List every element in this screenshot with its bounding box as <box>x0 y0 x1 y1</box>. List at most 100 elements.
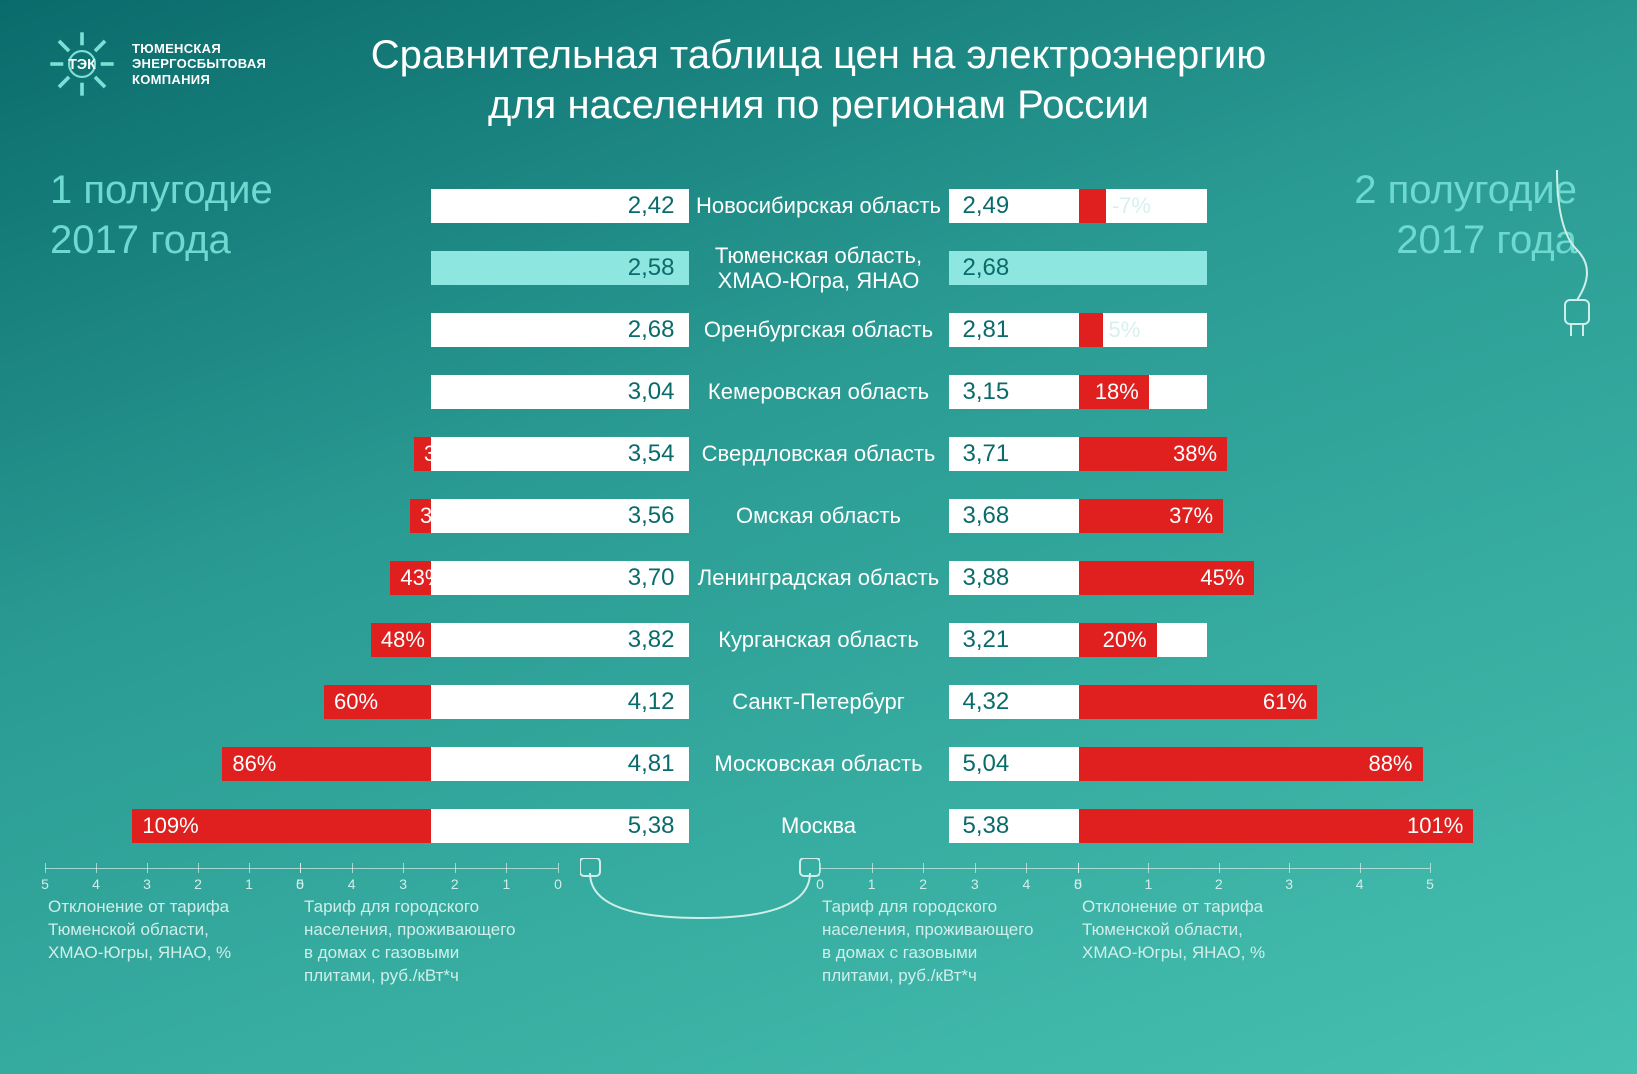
table-row: 60%4,12Санкт-Петербург4,3261% <box>0 671 1637 733</box>
region-label: Оренбургская область <box>689 317 949 342</box>
axis-tick <box>45 863 46 873</box>
axis-tick <box>975 863 976 873</box>
axis-tick-label: 1 <box>868 876 876 892</box>
tariff-value-left: 3,82 <box>431 623 689 657</box>
axis-tick-label: 2 <box>451 876 459 892</box>
axis-tick-label: 4 <box>1022 876 1030 892</box>
region-label: Ленинградская область <box>689 565 949 590</box>
table-row: 37%3,54Свердловская область3,7138% <box>0 423 1637 485</box>
axis-tick <box>1078 863 1079 873</box>
table-row: 2,58Тюменская область,ХМАО-Югра, ЯНАО2,6… <box>0 237 1637 299</box>
deviation-bar-right: 88% <box>1079 747 1423 781</box>
axis-tick-label: 4 <box>348 876 356 892</box>
caption-right-deviation: Отклонение от тарифаТюменской области,ХМ… <box>1082 896 1332 965</box>
tariff-value-left: 3,54 <box>431 437 689 471</box>
axis-tick-label: 3 <box>1285 876 1293 892</box>
tariff-value-right: 2,81 <box>949 313 1207 347</box>
axis-tick-label: 5 <box>1426 876 1434 892</box>
region-label: Московская область <box>689 751 949 776</box>
deviation-bar-right: 20% <box>1079 623 1157 657</box>
axis-tick <box>249 863 250 873</box>
deviation-value-right: 20% <box>1103 627 1147 653</box>
tariff-value-left: 4,81 <box>431 747 689 781</box>
page-title: Сравнительная таблица цен на электроэнер… <box>0 30 1637 130</box>
axis-tick <box>506 863 507 873</box>
axis-tick-label: 2 <box>194 876 202 892</box>
deviation-bar-right: 5% <box>1079 313 1103 347</box>
axis-tick <box>96 863 97 873</box>
deviation-value-right: 88% <box>1368 751 1412 777</box>
region-label: Тюменская область,ХМАО-Югра, ЯНАО <box>689 243 949 294</box>
tariff-value-right: 2,49 <box>949 189 1207 223</box>
deviation-value-right: 61% <box>1263 689 1307 715</box>
deviation-bar-right: 38% <box>1079 437 1228 471</box>
deviation-value-right: -7% <box>1112 193 1151 219</box>
tariff-value-left: 4,12 <box>431 685 689 719</box>
plug-right-icon <box>1537 170 1617 350</box>
deviation-value-right: 101% <box>1407 813 1463 839</box>
axis-tick <box>352 863 353 873</box>
table-row: 43%3,70Ленинградская область3,8845% <box>0 547 1637 609</box>
table-row: 109%5,38Москва5,38101% <box>0 795 1637 857</box>
axis-tick-label: 1 <box>1144 876 1152 892</box>
axis-tick <box>558 863 559 873</box>
table-row: 4%2,68Оренбургская область2,815% <box>0 299 1637 361</box>
plug-icon <box>580 858 820 978</box>
deviation-bar-right: 101% <box>1079 809 1474 843</box>
axis-tick <box>1026 863 1027 873</box>
table-row: 86%4,81Московская область5,0488% <box>0 733 1637 795</box>
region-label: Москва <box>689 813 949 838</box>
axis-tick-label: 0 <box>554 876 562 892</box>
axis-tick-label: 5 <box>296 876 304 892</box>
axis-tick-label: 4 <box>92 876 100 892</box>
axis-tick-label: 0 <box>1074 876 1082 892</box>
region-label: Омская область <box>689 503 949 528</box>
deviation-value-left: 48% <box>381 627 425 653</box>
axis-tick <box>1360 863 1361 873</box>
deviation-value-left: 109% <box>142 813 198 839</box>
caption-right-tariff: Тариф для городскогонаселения, проживающ… <box>822 896 1072 988</box>
axis-tick <box>300 863 301 873</box>
table-row: 48%3,82Курганская область3,2120% <box>0 609 1637 671</box>
caption-left-deviation: Отклонение от тарифаТюменской области,ХМ… <box>48 896 298 965</box>
tariff-value-right: 3,21 <box>949 623 1207 657</box>
tariff-value-left: 3,56 <box>431 499 689 533</box>
axis-tick <box>403 863 404 873</box>
deviation-value-right: 37% <box>1169 503 1213 529</box>
axis-tick <box>1219 863 1220 873</box>
deviation-value-right: 38% <box>1173 441 1217 467</box>
axis-tick-label: 5 <box>41 876 49 892</box>
axis-tick <box>1430 863 1431 873</box>
tariff-value-left: 3,04 <box>431 375 689 409</box>
axis-tick-label: 4 <box>1356 876 1364 892</box>
axis-tick-label: 3 <box>143 876 151 892</box>
deviation-value-left: 86% <box>232 751 276 777</box>
deviation-value-right: 5% <box>1109 317 1141 343</box>
comparison-chart: -6%2,42Новосибирская область2,49-7%2,58Т… <box>0 175 1637 857</box>
region-label: Курганская область <box>689 627 949 652</box>
axis-tick <box>820 863 821 873</box>
axis-tick-label: 2 <box>1215 876 1223 892</box>
axis-tick <box>455 863 456 873</box>
table-row: -6%2,42Новосибирская область2,49-7% <box>0 175 1637 237</box>
deviation-bar-right: 45% <box>1079 561 1255 595</box>
caption-left-tariff: Тариф для городскогонаселения, проживающ… <box>304 896 554 988</box>
axis-tick <box>198 863 199 873</box>
region-label: Санкт-Петербург <box>689 689 949 714</box>
table-row: 38%3,56Омская область3,6837% <box>0 485 1637 547</box>
tariff-value-left: 2,58 <box>431 251 689 285</box>
region-label: Новосибирская область <box>689 193 949 218</box>
deviation-value-right: 45% <box>1200 565 1244 591</box>
axis-tick <box>1148 863 1149 873</box>
region-label: Кемеровская область <box>689 379 949 404</box>
region-label: Свердловская область <box>689 441 949 466</box>
tariff-value-right: 3,15 <box>949 375 1207 409</box>
axis-tick-label: 2 <box>919 876 927 892</box>
deviation-bar-right: 37% <box>1079 499 1224 533</box>
deviation-bar-right: -7% <box>1079 189 1106 223</box>
axis-tick-label: 1 <box>245 876 253 892</box>
axis-tick-label: 1 <box>502 876 510 892</box>
tariff-value-left: 3,70 <box>431 561 689 595</box>
tariff-value-left: 2,68 <box>431 313 689 347</box>
tariff-value-left: 2,42 <box>431 189 689 223</box>
